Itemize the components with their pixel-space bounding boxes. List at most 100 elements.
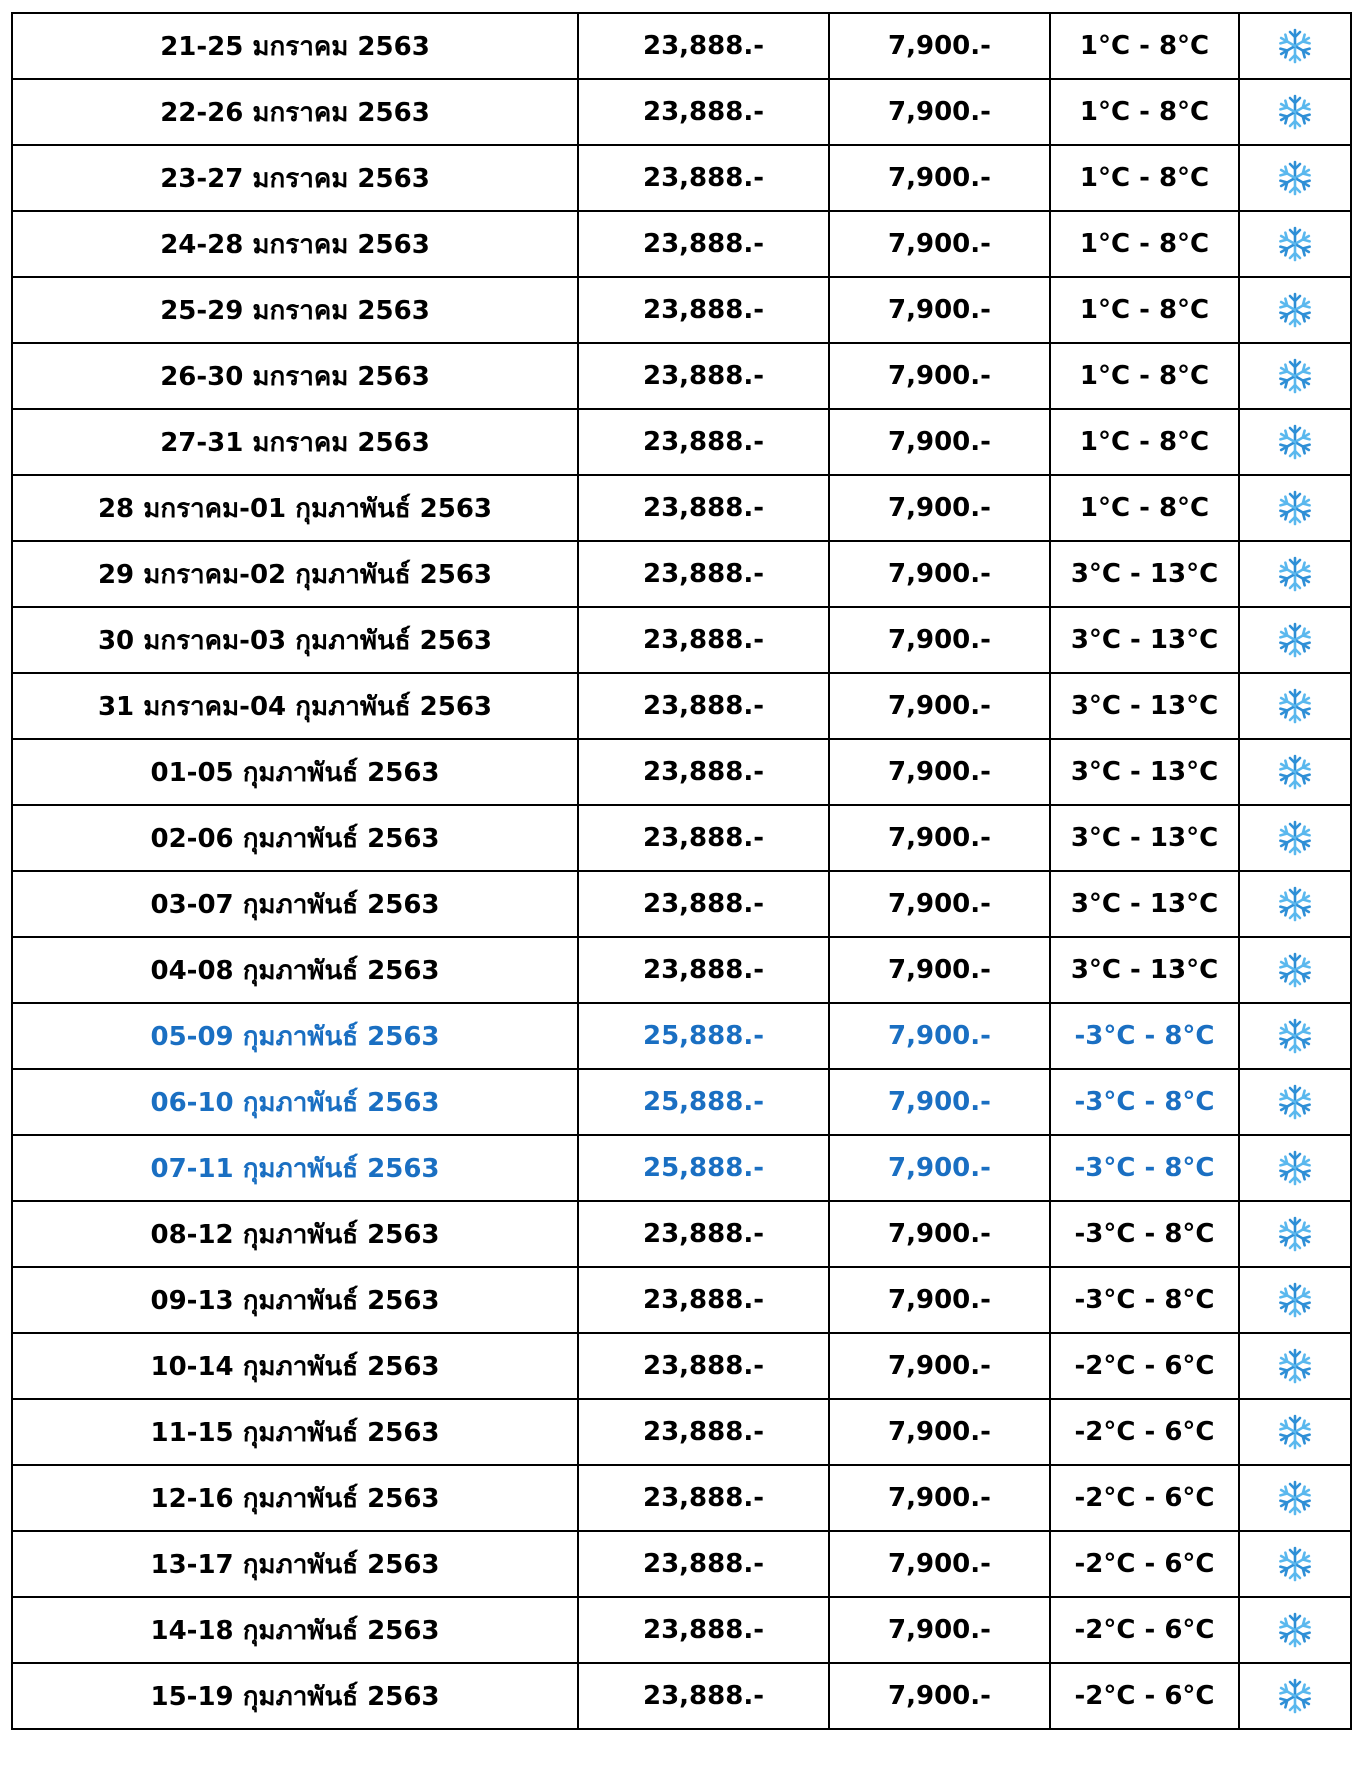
date-cell: 21-25 มกราคม 2563: [11, 12, 579, 80]
table-row: 11-15 กุมภาพันธ์ 2563 23,888.- 7,900.- -2°C…: [11, 1398, 1352, 1466]
price-cell: 23,888.-: [577, 672, 830, 740]
date-cell: 29 มกราคม-02 กุมภาพันธ์ 2563: [11, 540, 579, 608]
icon-cell: [1238, 1266, 1352, 1334]
date-cell: 09-13 กุมภาพันธ์ 2563: [11, 1266, 579, 1334]
temperature-cell: -2°C - 6°C: [1049, 1464, 1240, 1532]
temperature-cell: -2°C - 6°C: [1049, 1662, 1240, 1730]
snowflake-icon: [1279, 292, 1311, 328]
table-row: 31 มกราคม-04 กุมภาพันธ์ 2563 23,888.- 7,90…: [11, 672, 1352, 740]
table-row: 22-26 มกราคม 2563 23,888.- 7,900.- 1°C - 8°…: [11, 78, 1352, 146]
icon-cell: [1238, 1134, 1352, 1202]
snowflake-icon: [1279, 1348, 1311, 1384]
date-cell: 14-18 กุมภาพันธ์ 2563: [11, 1596, 579, 1664]
temperature-cell: -3°C - 8°C: [1049, 1200, 1240, 1268]
snowflake-icon: [1279, 1546, 1311, 1582]
temperature-cell: 3°C - 13°C: [1049, 936, 1240, 1004]
price-cell: 23,888.-: [577, 210, 830, 278]
snowflake-icon: [1279, 1018, 1311, 1054]
table-row: 13-17 กุมภาพันธ์ 2563 23,888.- 7,900.- -2°C…: [11, 1530, 1352, 1598]
icon-cell: [1238, 1002, 1352, 1070]
price-cell: 23,888.-: [577, 1266, 830, 1334]
price-cell: 23,888.-: [577, 738, 830, 806]
table-row: 30 มกราคม-03 กุมภาพันธ์ 2563 23,888.- 7,90…: [11, 606, 1352, 674]
extra-price-cell: 7,900.-: [828, 1266, 1051, 1334]
price-cell: 23,888.-: [577, 1332, 830, 1400]
table-row: 10-14 กุมภาพันธ์ 2563 23,888.- 7,900.- -2°C…: [11, 1332, 1352, 1400]
snowflake-icon: [1279, 160, 1311, 196]
snowflake-icon: [1279, 226, 1311, 262]
temperature-cell: -2°C - 6°C: [1049, 1530, 1240, 1598]
price-cell: 23,888.-: [577, 1596, 830, 1664]
snowflake-icon: [1279, 1216, 1311, 1252]
table-row: 06-10 กุมภาพันธ์ 2563 25,888.- 7,900.- -3°C…: [11, 1068, 1352, 1136]
date-cell: 30 มกราคม-03 กุมภาพันธ์ 2563: [11, 606, 579, 674]
extra-price-cell: 7,900.-: [828, 1464, 1051, 1532]
table-row: 07-11 กุมภาพันธ์ 2563 25,888.- 7,900.- -3°C…: [11, 1134, 1352, 1202]
temperature-cell: 3°C - 13°C: [1049, 672, 1240, 740]
temperature-cell: -3°C - 8°C: [1049, 1068, 1240, 1136]
extra-price-cell: 7,900.-: [828, 540, 1051, 608]
table-row: 26-30 มกราคม 2563 23,888.- 7,900.- 1°C - 8°…: [11, 342, 1352, 410]
price-cell: 23,888.-: [577, 408, 830, 476]
price-cell: 23,888.-: [577, 1200, 830, 1268]
price-cell: 23,888.-: [577, 12, 830, 80]
snowflake-icon: [1279, 1282, 1311, 1318]
icon-cell: [1238, 540, 1352, 608]
temperature-cell: 3°C - 13°C: [1049, 606, 1240, 674]
icon-cell: [1238, 276, 1352, 344]
icon-cell: [1238, 474, 1352, 542]
table-row: 24-28 มกราคม 2563 23,888.- 7,900.- 1°C - 8°…: [11, 210, 1352, 278]
date-cell: 08-12 กุมภาพันธ์ 2563: [11, 1200, 579, 1268]
extra-price-cell: 7,900.-: [828, 738, 1051, 806]
date-cell: 25-29 มกราคม 2563: [11, 276, 579, 344]
icon-cell: [1238, 738, 1352, 806]
extra-price-cell: 7,900.-: [828, 1002, 1051, 1070]
icon-cell: [1238, 1596, 1352, 1664]
table-row: 25-29 มกราคม 2563 23,888.- 7,900.- 1°C - 8°…: [11, 276, 1352, 344]
date-cell: 10-14 กุมภาพันธ์ 2563: [11, 1332, 579, 1400]
icon-cell: [1238, 210, 1352, 278]
date-cell: 28 มกราคม-01 กุมภาพันธ์ 2563: [11, 474, 579, 542]
snowflake-icon: [1279, 820, 1311, 856]
table-row: 02-06 กุมภาพันธ์ 2563 23,888.- 7,900.- 3°C …: [11, 804, 1352, 872]
extra-price-cell: 7,900.-: [828, 276, 1051, 344]
icon-cell: [1238, 1530, 1352, 1598]
snowflake-icon: [1279, 424, 1311, 460]
table-row: 04-08 กุมภาพันธ์ 2563 23,888.- 7,900.- 3°C …: [11, 936, 1352, 1004]
table-row: 23-27 มกราคม 2563 23,888.- 7,900.- 1°C - 8°…: [11, 144, 1352, 212]
temperature-cell: 1°C - 8°C: [1049, 144, 1240, 212]
icon-cell: [1238, 672, 1352, 740]
snowflake-icon: [1279, 358, 1311, 394]
table-row: 27-31 มกราคม 2563 23,888.- 7,900.- 1°C - 8°…: [11, 408, 1352, 476]
date-cell: 26-30 มกราคม 2563: [11, 342, 579, 410]
icon-cell: [1238, 606, 1352, 674]
date-cell: 05-09 กุมภาพันธ์ 2563: [11, 1002, 579, 1070]
icon-cell: [1238, 408, 1352, 476]
extra-price-cell: 7,900.-: [828, 78, 1051, 146]
date-cell: 07-11 กุมภาพันธ์ 2563: [11, 1134, 579, 1202]
icon-cell: [1238, 936, 1352, 1004]
table-row: 21-25 มกราคม 2563 23,888.- 7,900.- 1°C - 8°…: [11, 12, 1352, 80]
temperature-cell: 3°C - 13°C: [1049, 540, 1240, 608]
temperature-cell: -2°C - 6°C: [1049, 1596, 1240, 1664]
price-cell: 23,888.-: [577, 540, 830, 608]
table-wrap: 21-25 มกราคม 2563 23,888.- 7,900.- 1°C - 8°…: [11, 12, 1352, 1730]
snowflake-icon: [1279, 1150, 1311, 1186]
temperature-cell: 1°C - 8°C: [1049, 342, 1240, 410]
snowflake-icon: [1279, 1084, 1311, 1120]
extra-price-cell: 7,900.-: [828, 1134, 1051, 1202]
price-table: 21-25 มกราคม 2563 23,888.- 7,900.- 1°C - 8°…: [11, 12, 1352, 1730]
snowflake-icon: [1279, 622, 1311, 658]
date-cell: 04-08 กุมภาพันธ์ 2563: [11, 936, 579, 1004]
extra-price-cell: 7,900.-: [828, 1068, 1051, 1136]
icon-cell: [1238, 1200, 1352, 1268]
price-cell: 23,888.-: [577, 276, 830, 344]
date-cell: 31 มกราคม-04 กุมภาพันธ์ 2563: [11, 672, 579, 740]
table-row: 15-19 กุมภาพันธ์ 2563 23,888.- 7,900.- -2°C…: [11, 1662, 1352, 1730]
snowflake-icon: [1279, 1678, 1311, 1714]
temperature-cell: 1°C - 8°C: [1049, 12, 1240, 80]
icon-cell: [1238, 1464, 1352, 1532]
snowflake-icon: [1279, 886, 1311, 922]
extra-price-cell: 7,900.-: [828, 1398, 1051, 1466]
temperature-cell: 1°C - 8°C: [1049, 210, 1240, 278]
